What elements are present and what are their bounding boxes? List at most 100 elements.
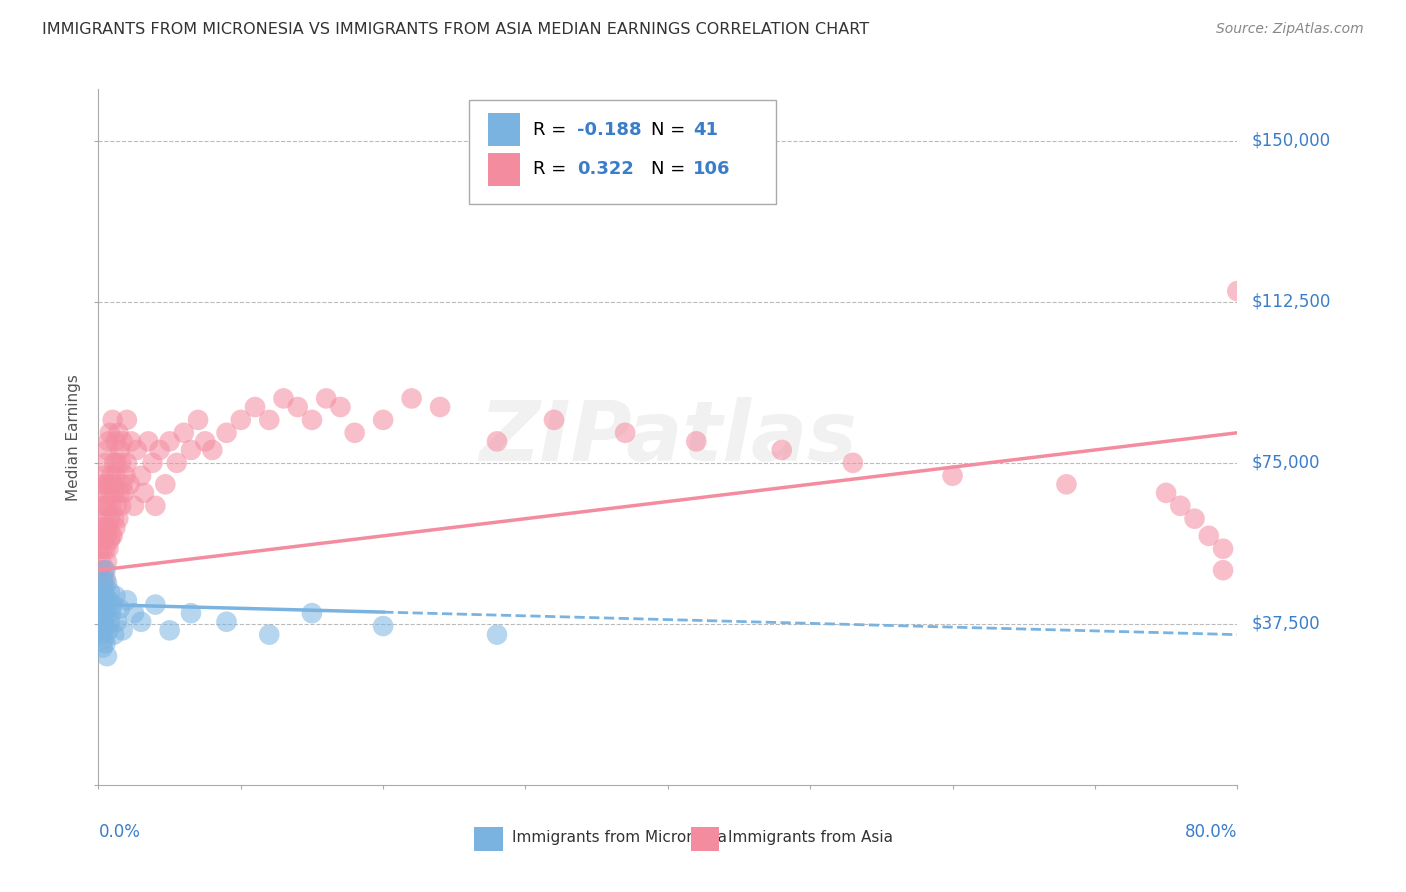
- Point: [329, 400, 352, 414]
- Point: [98, 615, 121, 629]
- Point: [315, 392, 337, 406]
- Point: [543, 413, 565, 427]
- Point: [486, 627, 509, 641]
- FancyBboxPatch shape: [488, 113, 520, 146]
- Point: [103, 486, 125, 500]
- Text: IMMIGRANTS FROM MICRONESIA VS IMMIGRANTS FROM ASIA MEDIAN EARNINGS CORRELATION C: IMMIGRANTS FROM MICRONESIA VS IMMIGRANTS…: [42, 22, 869, 37]
- Point: [94, 636, 117, 650]
- Point: [129, 468, 152, 483]
- Point: [91, 640, 114, 655]
- Point: [107, 425, 129, 440]
- Point: [89, 563, 111, 577]
- Point: [93, 486, 115, 500]
- Point: [103, 456, 125, 470]
- Point: [115, 456, 138, 470]
- Point: [91, 584, 114, 599]
- Point: [159, 434, 181, 449]
- Point: [90, 499, 112, 513]
- Point: [97, 541, 120, 556]
- Point: [103, 627, 125, 641]
- Point: [104, 589, 127, 603]
- Point: [107, 511, 129, 525]
- Point: [114, 468, 136, 483]
- Point: [101, 598, 124, 612]
- Point: [94, 477, 117, 491]
- Text: -0.188: -0.188: [576, 120, 641, 138]
- Point: [98, 511, 121, 525]
- Point: [100, 468, 122, 483]
- Point: [91, 511, 114, 525]
- Point: [145, 598, 167, 612]
- Point: [96, 602, 118, 616]
- Point: [180, 606, 202, 620]
- Point: [103, 511, 125, 525]
- Point: [94, 541, 117, 556]
- Point: [100, 606, 122, 620]
- Point: [93, 563, 115, 577]
- Point: [429, 400, 451, 414]
- Point: [97, 434, 120, 449]
- Point: [97, 520, 120, 534]
- Point: [259, 413, 281, 427]
- Point: [89, 615, 111, 629]
- Point: [166, 456, 188, 470]
- Point: [229, 413, 252, 427]
- Point: [118, 477, 141, 491]
- Point: [104, 520, 127, 534]
- Point: [98, 584, 121, 599]
- Point: [93, 468, 115, 483]
- Point: [91, 593, 114, 607]
- Point: [97, 477, 120, 491]
- Point: [94, 572, 117, 586]
- Point: [259, 627, 281, 641]
- Point: [173, 425, 195, 440]
- Point: [110, 456, 132, 470]
- Point: [373, 413, 395, 427]
- Text: N =: N =: [651, 120, 690, 138]
- Point: [89, 541, 111, 556]
- Point: [104, 468, 127, 483]
- Point: [101, 477, 124, 491]
- Point: [91, 624, 114, 638]
- Point: [215, 615, 238, 629]
- Text: $150,000: $150,000: [1251, 132, 1330, 150]
- Point: [1212, 563, 1234, 577]
- Point: [97, 593, 120, 607]
- Point: [94, 499, 117, 513]
- Y-axis label: Median Earnings: Median Earnings: [66, 374, 82, 500]
- Point: [89, 598, 111, 612]
- Point: [122, 499, 145, 513]
- Point: [1056, 477, 1078, 491]
- Point: [105, 615, 128, 629]
- Text: R =: R =: [533, 120, 572, 138]
- Point: [94, 520, 117, 534]
- FancyBboxPatch shape: [690, 827, 718, 851]
- Point: [194, 434, 217, 449]
- Text: $75,000: $75,000: [1251, 454, 1320, 472]
- Text: Immigrants from Asia: Immigrants from Asia: [728, 830, 893, 845]
- Point: [94, 456, 117, 470]
- Point: [93, 632, 115, 646]
- Point: [842, 456, 865, 470]
- Point: [141, 456, 163, 470]
- Text: Source: ZipAtlas.com: Source: ZipAtlas.com: [1216, 22, 1364, 37]
- Point: [90, 555, 112, 569]
- Point: [93, 610, 115, 624]
- Point: [96, 529, 118, 543]
- Point: [115, 593, 138, 607]
- Point: [1170, 499, 1192, 513]
- Text: Immigrants from Micronesia: Immigrants from Micronesia: [512, 830, 727, 845]
- Point: [97, 624, 120, 638]
- Point: [94, 563, 117, 577]
- Point: [96, 555, 118, 569]
- Text: 80.0%: 80.0%: [1185, 823, 1237, 841]
- Point: [93, 581, 115, 595]
- Point: [112, 486, 135, 500]
- FancyBboxPatch shape: [488, 153, 520, 186]
- Point: [93, 533, 115, 548]
- Point: [90, 572, 112, 586]
- Point: [90, 627, 112, 641]
- Text: $112,500: $112,500: [1251, 293, 1330, 310]
- Point: [287, 400, 309, 414]
- Text: $37,500: $37,500: [1251, 615, 1320, 633]
